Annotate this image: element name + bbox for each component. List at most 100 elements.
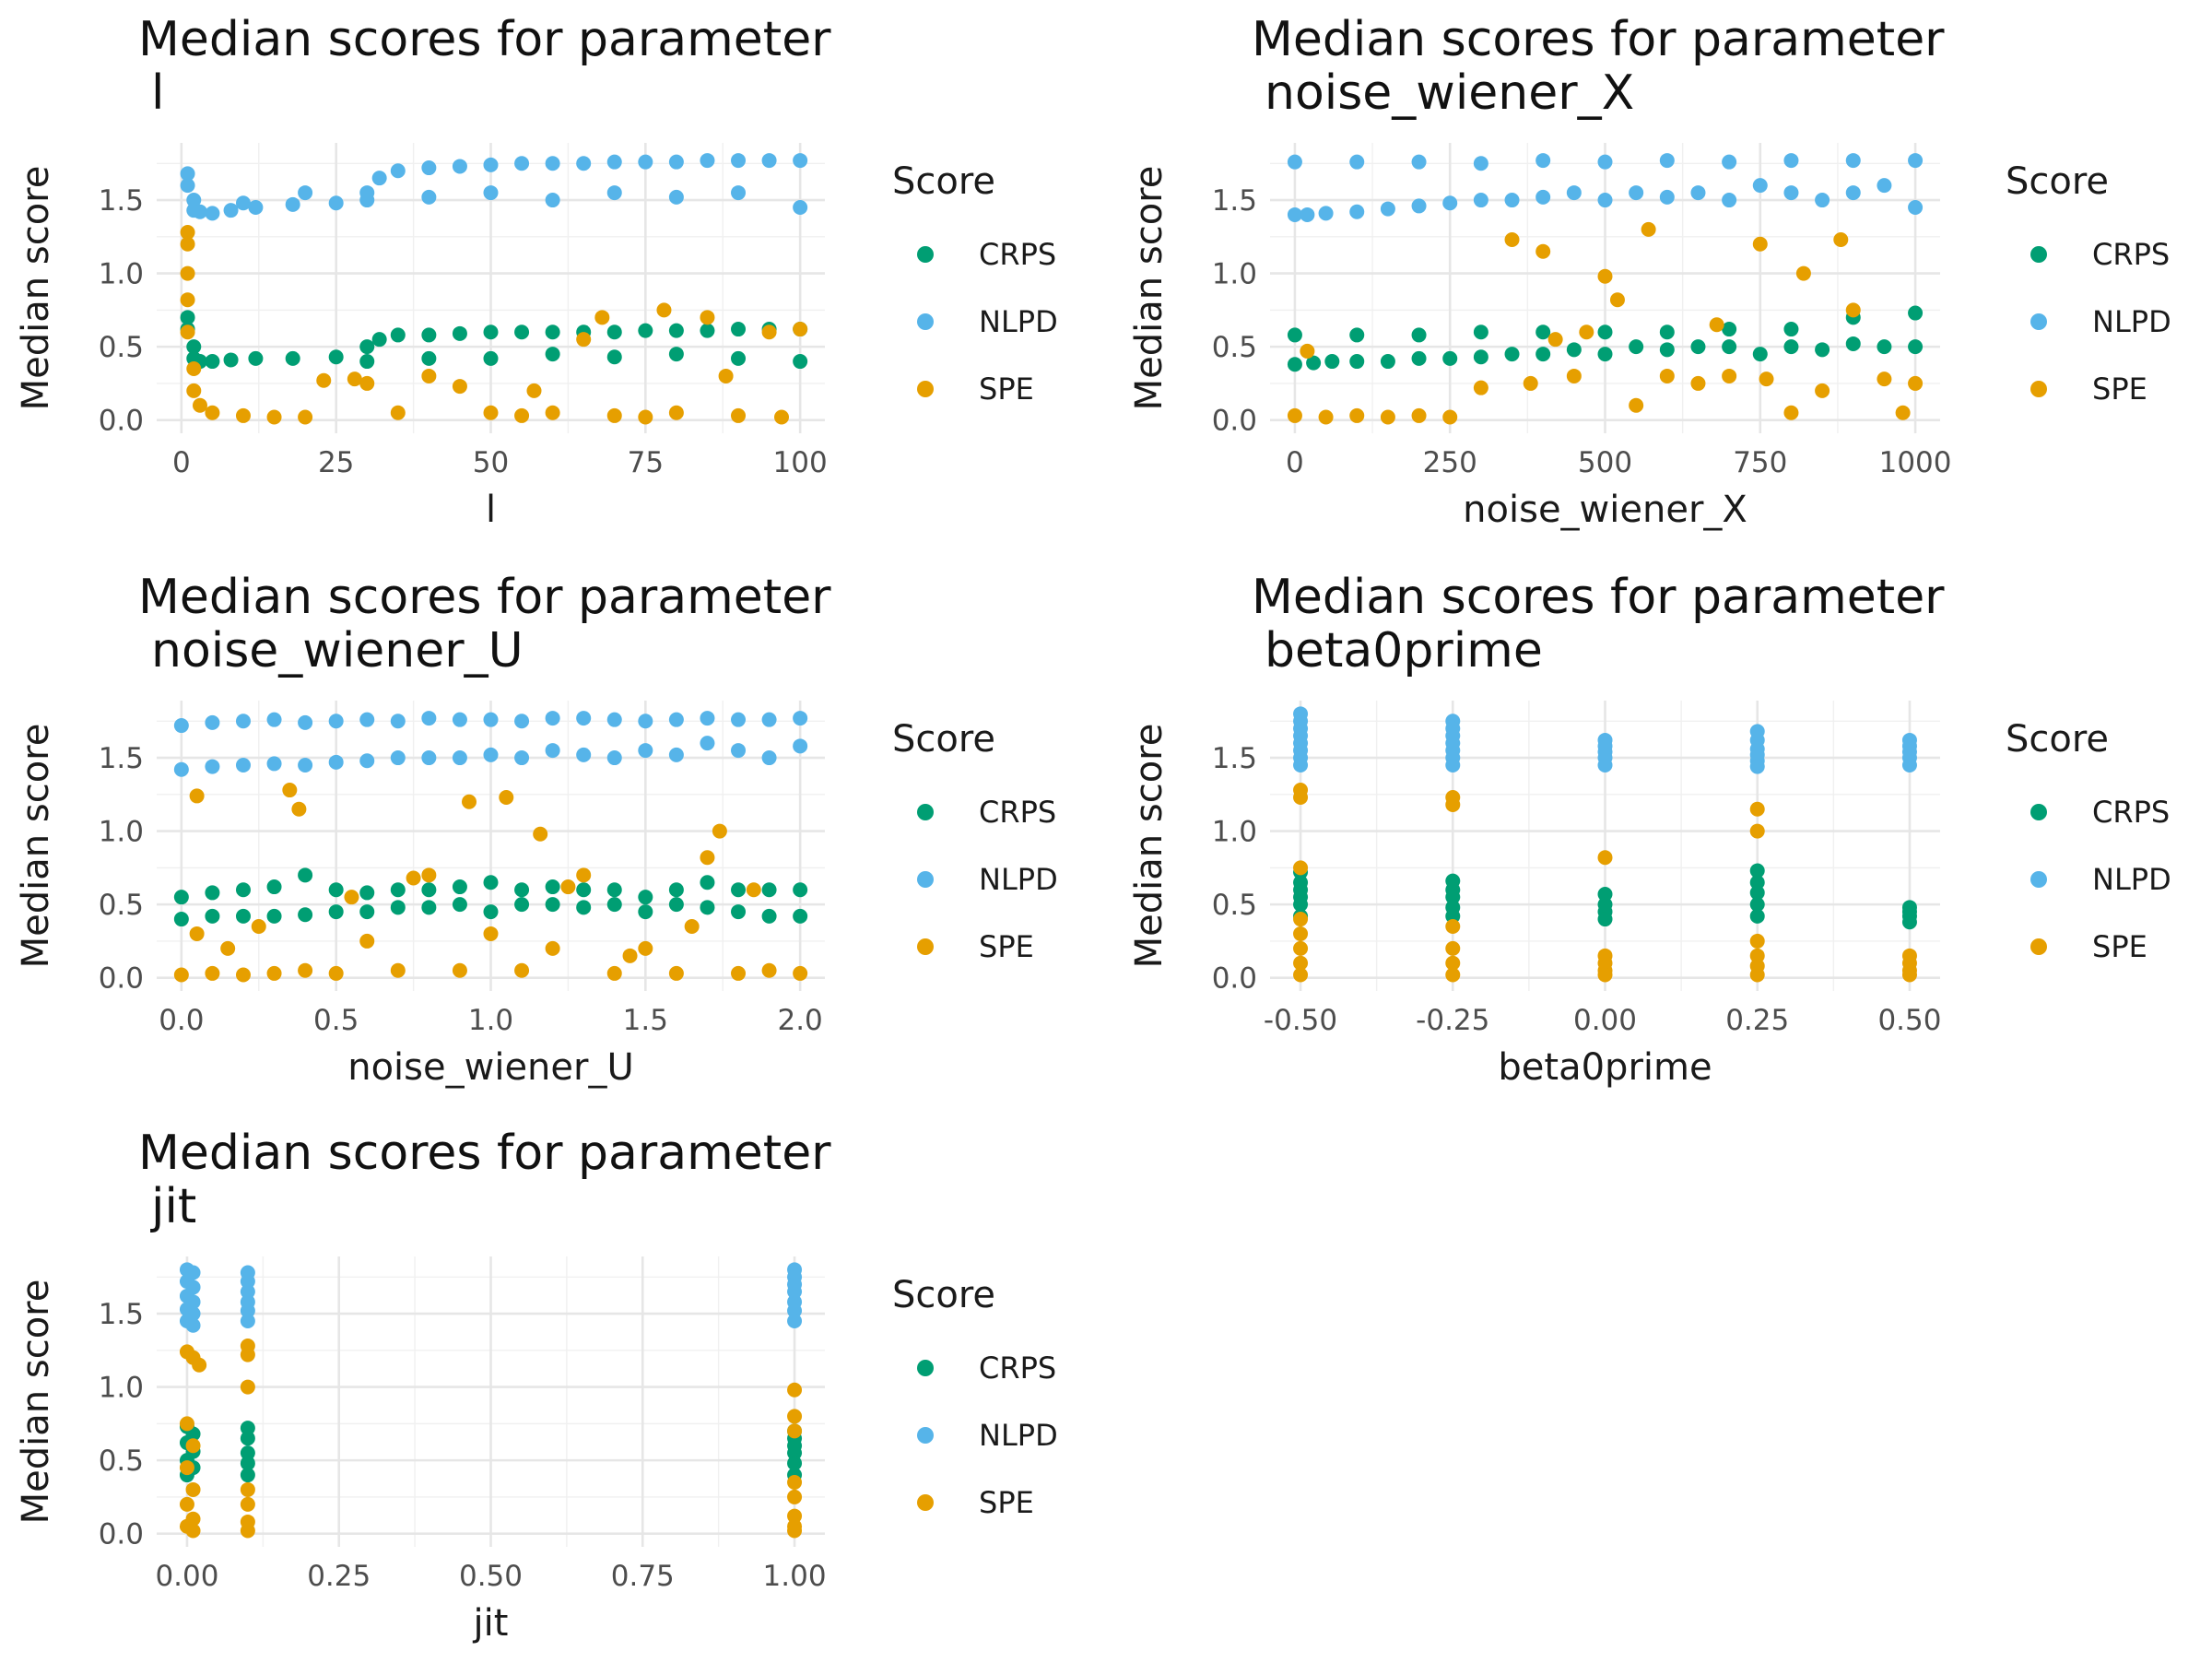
point-nlpd xyxy=(359,712,375,727)
point-crps xyxy=(1845,336,1861,351)
point-crps xyxy=(1749,897,1765,913)
x-tick-label: 50 xyxy=(473,446,509,479)
point-spe xyxy=(638,940,653,956)
point-spe xyxy=(298,962,313,978)
point-spe xyxy=(220,940,236,956)
point-spe xyxy=(1659,368,1675,383)
point-nlpd xyxy=(761,750,777,766)
x-tick-label: -0.50 xyxy=(1264,1004,1337,1037)
point-nlpd xyxy=(1300,206,1315,222)
point-nlpd xyxy=(668,189,684,205)
point-crps xyxy=(1597,347,1613,362)
point-crps xyxy=(186,339,202,355)
point-spe xyxy=(251,919,266,934)
point-crps xyxy=(606,897,622,913)
panel-5: 0.00 0.25 0.50 0.75 1.000.00.51.01.5jitMedia… xyxy=(15,1126,1058,1645)
point-crps xyxy=(668,323,684,338)
point-crps xyxy=(1411,327,1427,343)
legend-label-crps: CRPS xyxy=(979,1350,1056,1386)
point-spe xyxy=(235,407,251,423)
point-nlpd xyxy=(1845,185,1861,201)
x-tick-label: 750 xyxy=(1733,446,1787,479)
y-axis-title: Median score xyxy=(15,724,57,969)
series-spe xyxy=(1287,221,1924,425)
point-nlpd xyxy=(452,159,467,174)
point-crps xyxy=(514,897,530,913)
point-nlpd xyxy=(545,711,560,726)
point-crps xyxy=(1908,339,1924,355)
y-tick-label: 0.0 xyxy=(99,405,144,438)
legend-label-crps: CRPS xyxy=(2092,795,2170,830)
point-crps xyxy=(180,310,195,325)
chart-title-line2: beta0prime xyxy=(1265,623,1543,678)
point-crps xyxy=(390,900,406,915)
point-spe xyxy=(787,1409,803,1424)
point-spe xyxy=(1445,955,1461,971)
point-nlpd xyxy=(452,750,467,766)
y-tick-label: 1.0 xyxy=(99,816,144,849)
point-nlpd xyxy=(421,160,437,176)
point-nlpd xyxy=(668,747,684,762)
point-spe xyxy=(240,1379,255,1395)
point-spe xyxy=(533,826,548,842)
legend-key-crps xyxy=(917,804,934,820)
point-crps xyxy=(606,882,622,898)
y-tick-label: 1.0 xyxy=(1212,816,1257,849)
point-crps xyxy=(700,875,715,890)
point-nlpd xyxy=(793,711,808,726)
point-crps xyxy=(1349,354,1365,370)
point-nlpd xyxy=(1659,189,1675,205)
point-crps xyxy=(1749,908,1765,924)
point-crps xyxy=(421,882,437,898)
point-nlpd xyxy=(235,714,251,729)
point-nlpd xyxy=(1783,185,1799,201)
point-spe xyxy=(731,407,747,423)
point-spe xyxy=(1795,265,1811,281)
point-spe xyxy=(316,372,332,388)
x-tick-label: 0.00 xyxy=(155,1560,218,1593)
legend-key-spe xyxy=(2030,381,2047,397)
point-nlpd xyxy=(1349,204,1365,219)
legend-label-crps: CRPS xyxy=(979,795,1056,830)
point-nlpd xyxy=(1535,189,1551,205)
y-tick-label: 0.5 xyxy=(1212,889,1257,922)
point-crps xyxy=(668,897,684,913)
point-nlpd xyxy=(421,711,437,726)
point-nlpd xyxy=(761,153,777,169)
point-spe xyxy=(576,867,592,883)
point-nlpd xyxy=(606,712,622,727)
x-axis-title: l xyxy=(486,489,496,531)
point-spe xyxy=(1293,940,1309,956)
x-tick-label: 500 xyxy=(1578,446,1632,479)
point-spe xyxy=(185,1481,201,1497)
point-crps xyxy=(576,882,592,898)
x-tick-label: 0.0 xyxy=(159,1004,204,1037)
point-spe xyxy=(1690,375,1706,391)
point-nlpd xyxy=(390,163,406,179)
point-nlpd xyxy=(483,747,499,762)
point-spe xyxy=(1901,967,1917,983)
point-nlpd xyxy=(235,195,251,211)
point-spe xyxy=(1752,236,1768,252)
point-nlpd xyxy=(421,750,437,766)
point-nlpd xyxy=(205,714,220,730)
point-nlpd xyxy=(731,712,747,727)
point-nlpd xyxy=(205,206,220,221)
y-tick-label: 1.0 xyxy=(99,258,144,291)
point-spe xyxy=(179,1460,194,1476)
point-spe xyxy=(406,870,421,886)
point-nlpd xyxy=(266,756,282,772)
point-nlpd xyxy=(1597,193,1613,208)
point-nlpd xyxy=(514,750,530,766)
point-nlpd xyxy=(1722,154,1737,170)
point-nlpd xyxy=(298,758,313,773)
point-spe xyxy=(774,409,790,425)
point-spe xyxy=(180,324,195,340)
point-spe xyxy=(1749,967,1765,983)
point-nlpd xyxy=(1877,178,1892,194)
series-nlpd xyxy=(179,1262,803,1333)
point-nlpd xyxy=(700,153,715,169)
point-spe xyxy=(793,322,808,337)
point-spe xyxy=(1783,405,1799,420)
point-spe xyxy=(1445,940,1461,956)
